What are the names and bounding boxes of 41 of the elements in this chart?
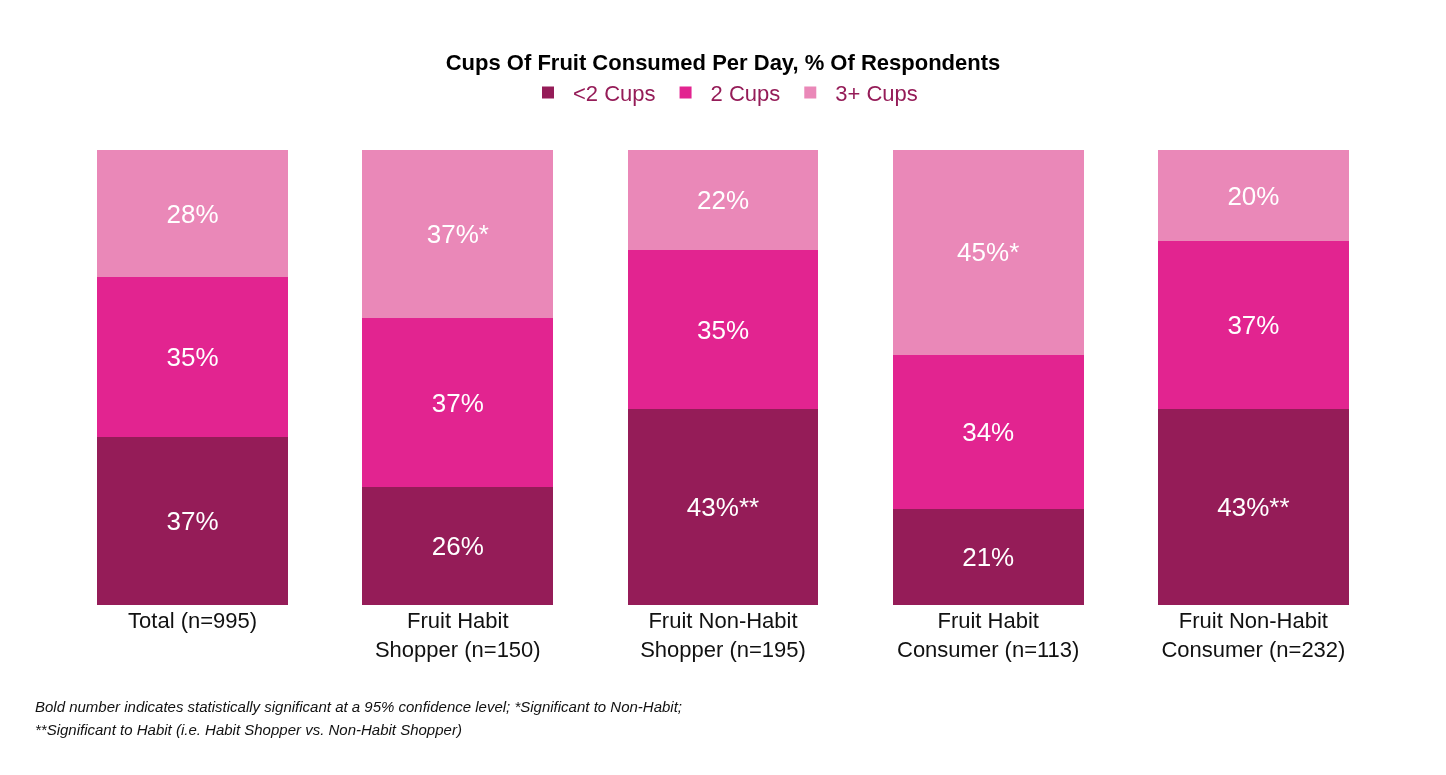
- bar: [892, 509, 1084, 605]
- data-label: 28%: [166, 198, 219, 229]
- bar: [627, 250, 819, 410]
- x-tick-label: Fruit Habit Shopper (n=150): [374, 608, 541, 662]
- bar: [1157, 241, 1349, 410]
- data-label: 35%: [166, 342, 219, 373]
- bar: [627, 150, 819, 251]
- data-label: 43%**: [1217, 492, 1290, 523]
- data-label: 37%: [166, 505, 219, 536]
- chart-title: Cups Of Fruit Consumed Per Day, % Of Respondents: [445, 49, 1001, 75]
- bar: [892, 354, 1084, 510]
- text: Bold number indicates statistically significant at a 95% confidence level; *Significant to Non-Habit;: [35, 698, 683, 715]
- data-label: 21%: [962, 542, 1015, 573]
- bar: [1157, 409, 1349, 605]
- bar: [362, 318, 554, 487]
- data-label: 34%: [962, 417, 1015, 448]
- legend-label: 3+ Cups: [835, 80, 918, 106]
- bar: [97, 436, 289, 605]
- bar: [97, 150, 289, 278]
- legend-label: 2 Cups: [710, 80, 781, 106]
- bar: [627, 409, 819, 605]
- data-label: 35%: [696, 314, 750, 345]
- legend-label: <2 Cups: [573, 80, 656, 106]
- text: **Significant to Habit (i.e. Habit Shopper vs. Non-Habit Shopper): [35, 721, 462, 738]
- data-label: 26%: [431, 530, 484, 561]
- data-label: 37%: [1227, 310, 1280, 341]
- data-label: 45%*: [957, 237, 1020, 268]
- x-tick-label: Fruit Non-Habit Consumer (n=232): [1161, 608, 1346, 662]
- data-label: 37%*: [426, 219, 489, 250]
- data-label: 22%: [696, 185, 750, 216]
- x-tick-label: Total (n=995): [128, 608, 258, 633]
- bar: [892, 150, 1084, 355]
- bar: [97, 277, 289, 437]
- x-tick-label: Fruit Non-Habit Shopper (n=195): [640, 608, 806, 662]
- x-tick-label: Fruit Habit Consumer (n=113): [897, 608, 1080, 662]
- data-label: 43%**: [686, 492, 760, 523]
- data-label: 37%: [431, 387, 484, 418]
- data-label: 20%: [1227, 180, 1280, 211]
- bar: [362, 486, 554, 605]
- bar: [362, 150, 554, 319]
- bar: [1157, 150, 1349, 241]
